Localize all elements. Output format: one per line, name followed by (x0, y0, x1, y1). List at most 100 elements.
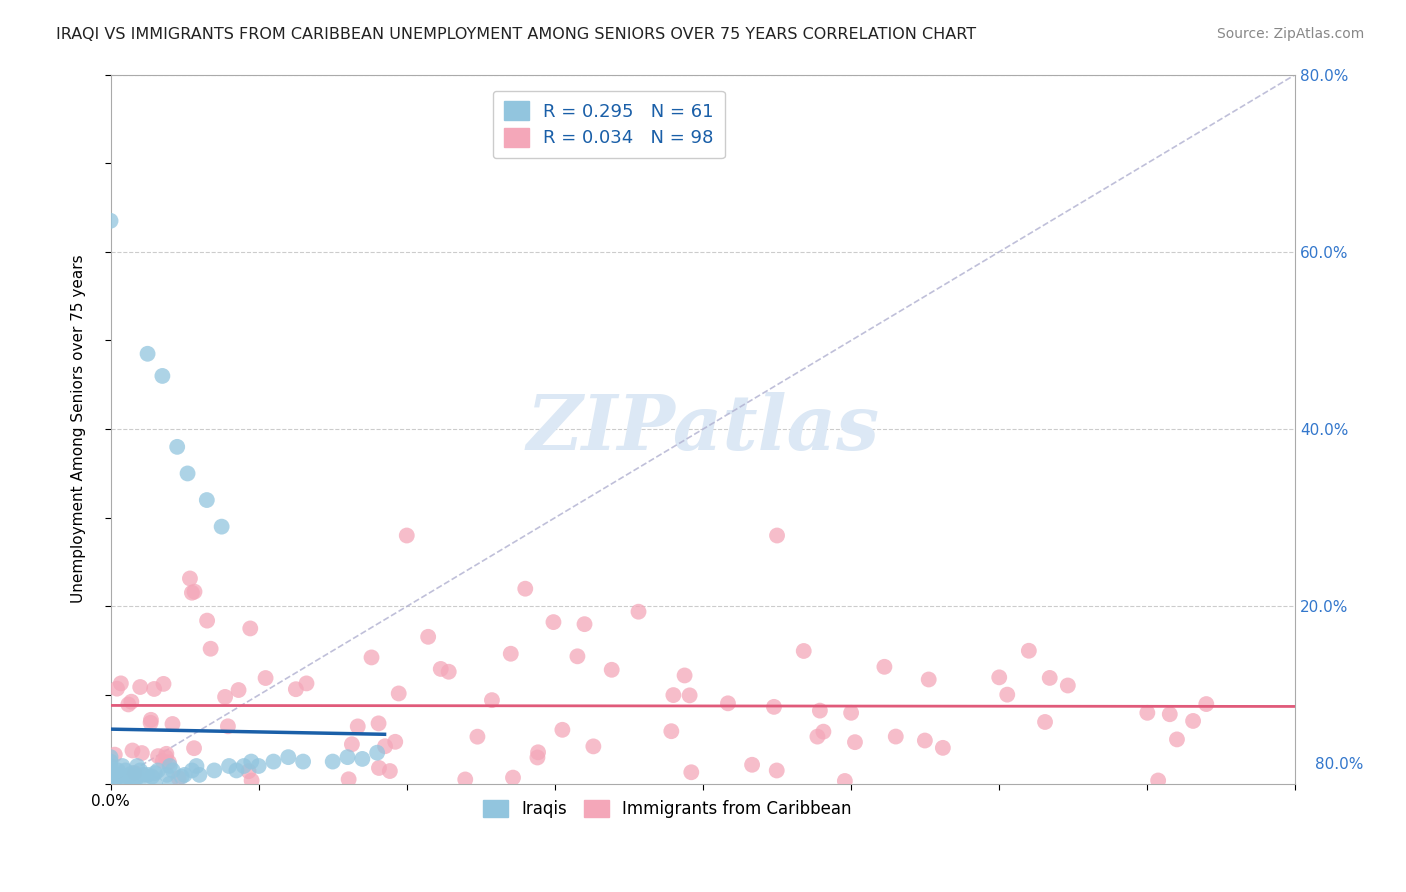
Point (166, 440, 188, 454)
Point (765, 764, 787, 778)
Point (284, 682, 307, 697)
Point (228, 683, 250, 698)
Point (146, 764, 169, 778)
Point (181, 764, 204, 778)
Point (368, 761, 391, 775)
Point (1039, 671, 1062, 685)
Point (111, 759, 134, 773)
Point (195, 493, 218, 508)
Point (678, 689, 700, 703)
Point (124, 766, 146, 780)
Point (659, 724, 682, 739)
Point (884, 730, 907, 744)
Point (183, 584, 205, 599)
Point (1147, 773, 1170, 788)
Y-axis label: Unemployment Among Seniors over 75 years: Unemployment Among Seniors over 75 years (72, 255, 86, 604)
Point (834, 774, 856, 789)
Point (214, 690, 236, 704)
Point (367, 716, 389, 731)
Point (100, 755, 122, 769)
Point (139, 715, 162, 730)
Point (114, 772, 136, 787)
Point (143, 766, 166, 780)
Point (170, 770, 193, 784)
Point (247, 759, 270, 773)
Point (551, 723, 574, 737)
Point (179, 572, 201, 586)
Point (211, 519, 233, 533)
Text: ZIPatlas: ZIPatlas (526, 392, 880, 467)
Point (499, 647, 522, 661)
Text: Source: ZipAtlas.com: Source: ZipAtlas.com (1216, 27, 1364, 41)
Point (1056, 678, 1078, 692)
Point (217, 719, 239, 733)
Point (180, 585, 202, 599)
Point (1159, 707, 1181, 722)
Point (114, 764, 136, 778)
Point (114, 777, 136, 791)
Point (232, 759, 254, 773)
Point (429, 662, 451, 676)
Point (467, 730, 489, 744)
Point (139, 713, 162, 727)
Point (121, 766, 143, 780)
Point (395, 528, 418, 542)
Point (152, 754, 174, 768)
Point (844, 735, 866, 749)
Point (100, 214, 122, 228)
Point (218, 759, 240, 773)
Point (162, 717, 184, 731)
Point (240, 755, 263, 769)
Point (766, 528, 789, 542)
Point (238, 764, 260, 779)
Point (143, 777, 166, 791)
Point (582, 739, 605, 754)
Point (502, 771, 524, 785)
Point (100, 770, 122, 784)
Point (378, 764, 401, 778)
Point (543, 615, 565, 629)
Point (162, 764, 184, 778)
Point (254, 671, 277, 685)
Point (515, 582, 537, 596)
Point (918, 673, 941, 687)
Point (146, 749, 169, 764)
Point (873, 660, 896, 674)
Point (155, 750, 177, 764)
Point (104, 772, 127, 787)
Point (104, 747, 127, 762)
Point (100, 768, 122, 782)
Point (100, 759, 122, 773)
Point (118, 768, 141, 782)
Point (173, 768, 195, 782)
Text: 80.0%: 80.0% (1316, 756, 1364, 772)
Point (366, 746, 388, 760)
Point (263, 755, 285, 769)
Point (100, 750, 122, 764)
Point (156, 768, 179, 782)
Point (437, 665, 460, 679)
Point (152, 677, 174, 691)
Point (277, 750, 299, 764)
Point (127, 759, 149, 773)
Point (183, 741, 205, 756)
Point (120, 695, 142, 709)
Point (129, 680, 152, 694)
Point (136, 768, 159, 782)
Point (195, 614, 218, 628)
Point (157, 756, 180, 770)
Point (129, 764, 152, 778)
Point (100, 772, 122, 787)
Point (374, 739, 396, 754)
Point (295, 676, 318, 690)
Point (1195, 697, 1218, 711)
Point (914, 733, 936, 747)
Point (762, 699, 785, 714)
Point (322, 755, 344, 769)
Point (1018, 644, 1040, 658)
Point (662, 688, 685, 702)
Point (346, 719, 368, 733)
Point (143, 681, 166, 696)
Point (418, 630, 440, 644)
Point (100, 777, 122, 791)
